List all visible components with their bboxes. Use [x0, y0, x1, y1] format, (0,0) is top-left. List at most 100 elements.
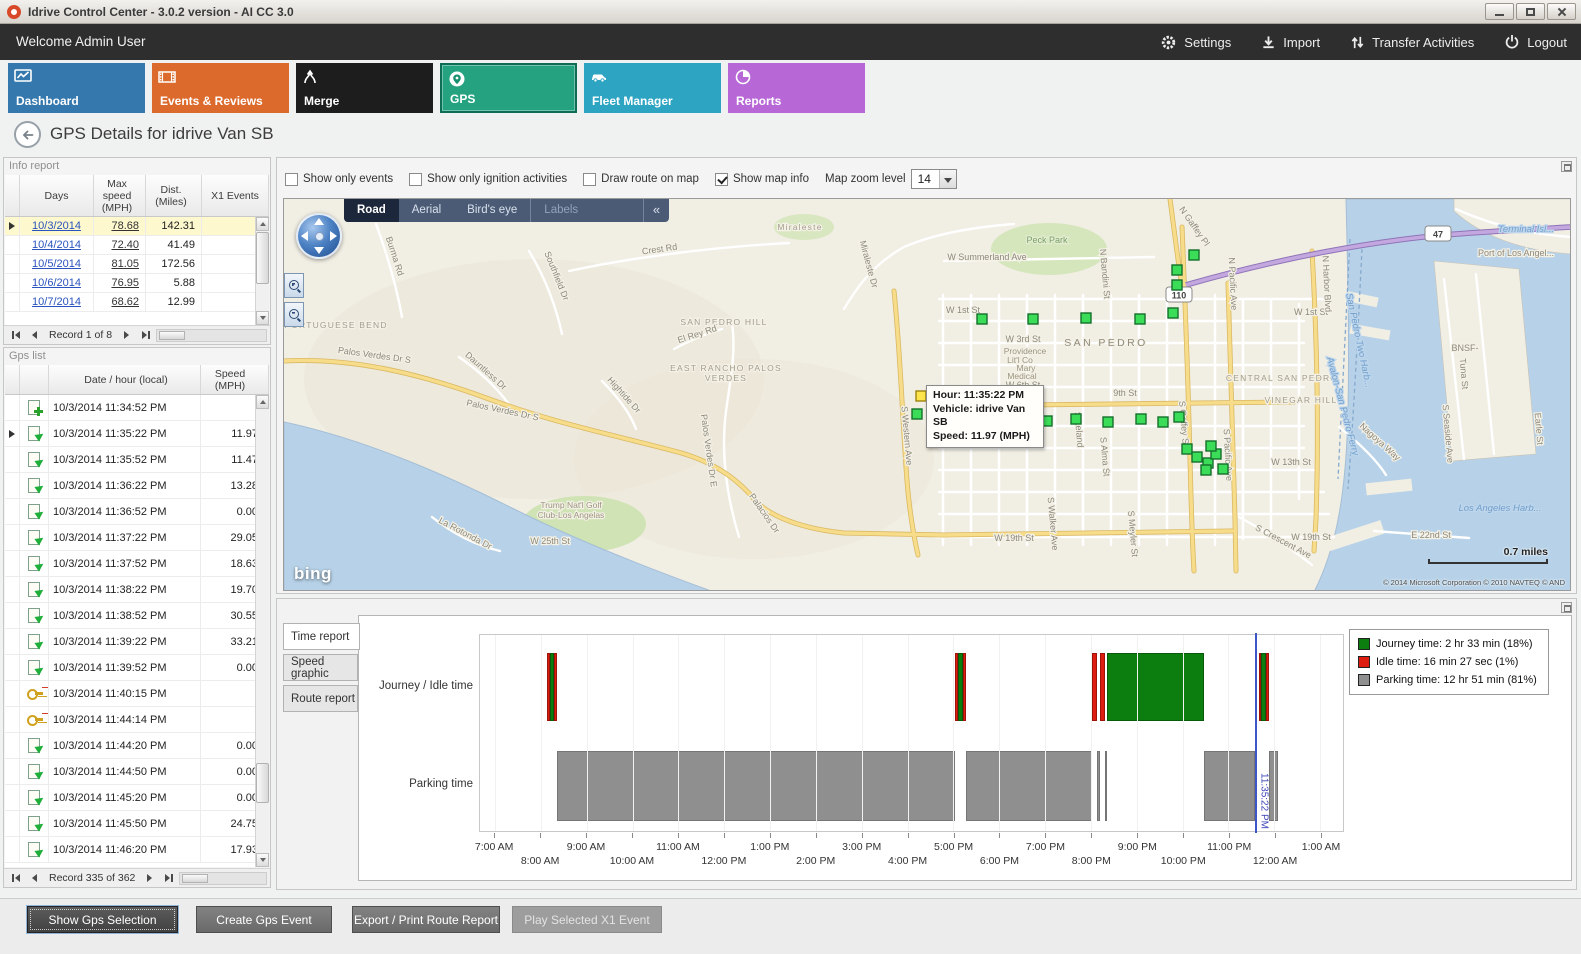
- gps-marker[interactable]: [1134, 313, 1146, 325]
- max-speed-link[interactable]: 78.68: [111, 220, 139, 232]
- zoom-in-button[interactable]: [284, 273, 304, 298]
- list-item[interactable]: 10/3/2014 11:37:22 PM 29.05: [5, 525, 269, 551]
- collapse-panel-button[interactable]: [1561, 602, 1572, 613]
- map-view-birdseye[interactable]: Bird's eye: [467, 204, 518, 216]
- gps-marker[interactable]: [911, 408, 923, 420]
- vertical-scrollbar[interactable]: [255, 217, 269, 325]
- list-item[interactable]: 10/3/2014 11:44:14 PM: [5, 707, 269, 733]
- day-link[interactable]: 10/7/2014: [32, 296, 81, 308]
- gps-marker[interactable]: [1157, 416, 1169, 428]
- zoom-out-button[interactable]: [284, 302, 304, 327]
- maximize-button[interactable]: [1516, 3, 1545, 20]
- list-item[interactable]: 10/3/2014 11:38:22 PM 19.70: [5, 577, 269, 603]
- gps-marker[interactable]: [1188, 249, 1200, 261]
- day-link[interactable]: 10/5/2014: [32, 258, 81, 270]
- gps-marker[interactable]: [1135, 413, 1147, 425]
- max-speed-link[interactable]: 81.05: [111, 258, 139, 270]
- list-item[interactable]: 10/3/2014 11:36:22 PM 13.28: [5, 473, 269, 499]
- table-row[interactable]: 10/4/2014 72.40 41.49: [5, 236, 269, 255]
- checkbox-icon[interactable]: [285, 172, 298, 186]
- horizontal-scrollbar[interactable]: [156, 328, 267, 342]
- gps-marker[interactable]: [1217, 463, 1229, 475]
- gps-marker[interactable]: [976, 313, 988, 325]
- map[interactable]: 110 47 Miraleste Peck Park W Summerland Ave…: [283, 198, 1571, 591]
- scrollbar-thumb[interactable]: [182, 873, 209, 883]
- tab-route-report[interactable]: Route report: [283, 685, 358, 712]
- next-record-button[interactable]: [118, 328, 135, 343]
- day-link[interactable]: 10/6/2014: [32, 277, 81, 289]
- settings-button[interactable]: Settings: [1160, 34, 1231, 51]
- first-record-button[interactable]: [7, 328, 24, 343]
- collapse-panel-button[interactable]: [1561, 161, 1572, 172]
- gps-marker[interactable]: [1181, 443, 1193, 455]
- import-button[interactable]: Import: [1261, 35, 1320, 50]
- minimize-button[interactable]: [1485, 3, 1514, 20]
- gps-marker[interactable]: [1200, 464, 1212, 476]
- scrollbar-thumb[interactable]: [159, 330, 186, 340]
- table-row[interactable]: 10/5/2014 81.05 172.56: [5, 255, 269, 274]
- gps-marker[interactable]: [1167, 307, 1179, 319]
- tab-speed-graphic[interactable]: Speed graphic: [283, 654, 358, 681]
- pan-east-icon[interactable]: [330, 231, 337, 241]
- scrollbar-thumb[interactable]: [256, 232, 269, 284]
- column-header-dist[interactable]: Dist. (Miles): [146, 175, 202, 216]
- prev-record-button[interactable]: [26, 871, 43, 886]
- gps-marker[interactable]: [1173, 411, 1185, 423]
- tab-fleet-manager[interactable]: Fleet Manager: [584, 63, 721, 113]
- day-link[interactable]: 10/4/2014: [32, 239, 81, 251]
- checkbox-checked-icon[interactable]: [714, 172, 728, 186]
- max-speed-link[interactable]: 72.40: [111, 239, 139, 251]
- checkbox-show-only-events[interactable]: Show only events: [285, 172, 393, 186]
- play-selected-x1-event-button[interactable]: Play Selected X1 Event: [512, 906, 662, 933]
- list-item[interactable]: 10/3/2014 11:40:15 PM: [5, 681, 269, 707]
- gps-marker[interactable]: [1102, 416, 1114, 428]
- checkbox-icon[interactable]: [583, 172, 597, 186]
- list-item[interactable]: 10/3/2014 11:34:52 PM: [5, 395, 269, 421]
- column-header-date[interactable]: Date / hour (local): [49, 365, 201, 394]
- map-view-road[interactable]: Road: [344, 199, 399, 222]
- compass-center[interactable]: [314, 231, 324, 241]
- zoom-level-select[interactable]: 14: [910, 169, 957, 189]
- list-item[interactable]: 10/3/2014 11:35:22 PM 11.97: [5, 421, 269, 447]
- transfer-activities-button[interactable]: Transfer Activities: [1350, 35, 1474, 50]
- day-link[interactable]: 10/3/2014: [32, 220, 81, 232]
- checkbox-draw-route[interactable]: Draw route on map: [583, 172, 699, 186]
- list-item[interactable]: 10/3/2014 11:36:52 PM 0.00: [5, 499, 269, 525]
- gps-marker[interactable]: [1171, 264, 1183, 276]
- list-item[interactable]: 10/3/2014 11:38:52 PM 30.55: [5, 603, 269, 629]
- table-row[interactable]: 10/7/2014 68.62 12.99: [5, 293, 269, 312]
- logout-button[interactable]: Logout: [1504, 34, 1567, 50]
- checkbox-icon[interactable]: [409, 172, 423, 186]
- gps-marker[interactable]: [1080, 312, 1092, 324]
- tab-reports[interactable]: Reports: [728, 63, 865, 113]
- pan-west-icon[interactable]: [301, 231, 308, 241]
- vertical-scrollbar[interactable]: [255, 395, 269, 867]
- gps-marker[interactable]: [1205, 440, 1217, 452]
- list-item[interactable]: 10/3/2014 11:45:50 PM 24.75: [5, 811, 269, 837]
- back-button[interactable]: [14, 121, 41, 148]
- map-view-labels[interactable]: Labels: [530, 199, 591, 222]
- create-gps-event-button[interactable]: Create Gps Event: [196, 906, 332, 933]
- last-record-button[interactable]: [137, 328, 154, 343]
- selected-gps-marker[interactable]: [915, 390, 927, 402]
- tab-events-reviews[interactable]: Events & Reviews: [152, 63, 289, 113]
- list-item[interactable]: 10/3/2014 11:45:20 PM 0.00: [5, 785, 269, 811]
- close-button[interactable]: [1547, 3, 1576, 20]
- list-item[interactable]: 10/3/2014 11:37:52 PM 18.63: [5, 551, 269, 577]
- max-speed-link[interactable]: 68.62: [111, 296, 139, 308]
- column-header-speed[interactable]: Speed (MPH): [201, 365, 269, 394]
- gps-marker[interactable]: [1171, 279, 1183, 291]
- checkbox-show-only-ignition[interactable]: Show only ignition activities: [409, 172, 567, 186]
- column-header-max-speed[interactable]: Max speed (MPH): [94, 175, 146, 216]
- list-item[interactable]: 10/3/2014 11:46:20 PM 17.93: [5, 837, 269, 863]
- tab-merge[interactable]: Merge: [296, 63, 433, 113]
- column-header-days[interactable]: Days: [20, 175, 94, 216]
- last-record-button[interactable]: [160, 871, 177, 886]
- tab-time-report[interactable]: Time report: [283, 623, 360, 650]
- show-gps-selection-button[interactable]: Show Gps Selection: [27, 906, 178, 933]
- list-item[interactable]: 10/3/2014 11:39:22 PM 33.21: [5, 629, 269, 655]
- gps-marker[interactable]: [1027, 313, 1039, 325]
- list-item[interactable]: 10/3/2014 11:44:20 PM 0.00: [5, 733, 269, 759]
- prev-record-button[interactable]: [26, 328, 43, 343]
- list-item[interactable]: 10/3/2014 11:35:52 PM 11.47: [5, 447, 269, 473]
